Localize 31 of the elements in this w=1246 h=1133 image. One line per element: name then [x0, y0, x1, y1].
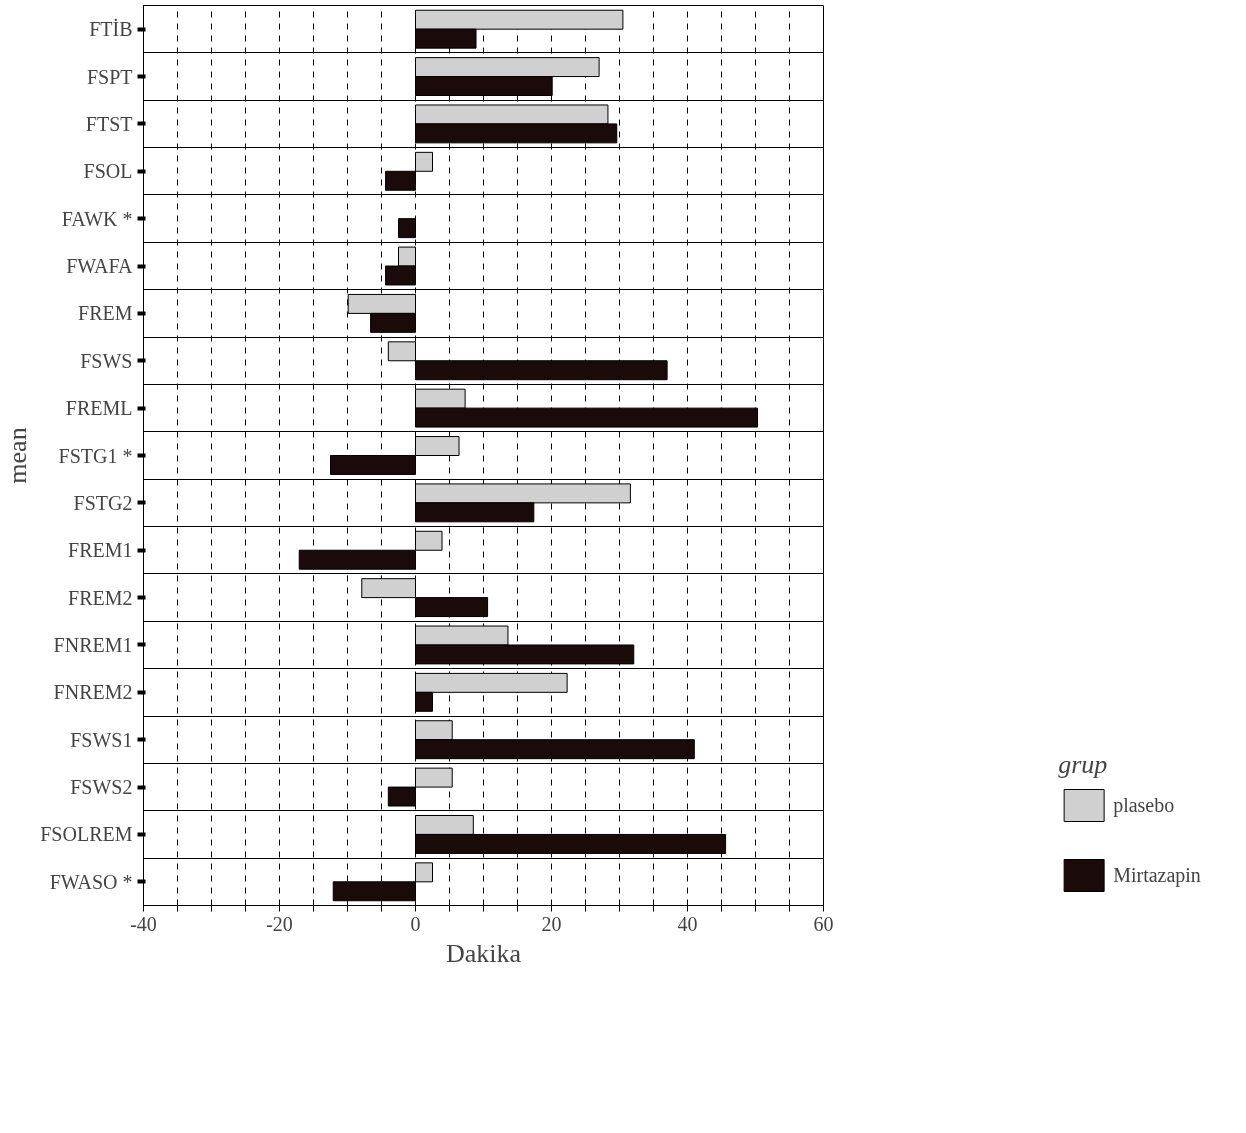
- y-tick-label: FREM2: [68, 586, 133, 609]
- x-tick-label: 20: [541, 912, 562, 935]
- legend-label: Mirtazapin: [1113, 863, 1201, 887]
- y-tick-label: FSPT: [86, 65, 133, 88]
- y-tick-label: FSOLREM: [40, 823, 133, 846]
- x-tick-label: 0: [410, 912, 421, 935]
- y-tick-label: FREML: [65, 397, 133, 420]
- y-tick-label: FREM: [78, 302, 133, 325]
- y-tick-label: FSOL: [83, 160, 133, 183]
- x-axis-title: Dakika: [445, 938, 522, 968]
- y-tick-label: FSTG2: [73, 491, 133, 514]
- y-tick-label: FWAFA: [66, 255, 134, 278]
- x-tick-label: -40: [130, 912, 157, 935]
- legend-title: grup: [1058, 750, 1109, 780]
- y-tick-label: FTST: [85, 112, 133, 135]
- y-axis-title: mean: [3, 427, 33, 484]
- y-tick-label: FSWS: [80, 349, 133, 372]
- x-tick-label: 40: [677, 912, 698, 935]
- y-tick-label: FAWK *: [61, 207, 133, 230]
- x-tick-label: 60: [813, 912, 834, 935]
- bar: [398, 218, 416, 239]
- y-tick-label: FSWS2: [70, 776, 133, 799]
- y-tick-label: FWASO *: [49, 870, 133, 893]
- y-tick-label: FTİB: [89, 18, 133, 41]
- y-tick-label: FSWS1: [70, 728, 133, 751]
- legend-label: plasebo: [1113, 793, 1175, 817]
- y-tick-label: FNREM1: [53, 633, 133, 656]
- y-tick-label: FREM1: [68, 539, 133, 562]
- x-tick-label: -20: [266, 912, 293, 935]
- y-tick-label: FSTG1 *: [58, 444, 133, 467]
- y-tick-label: FNREM2: [53, 681, 133, 704]
